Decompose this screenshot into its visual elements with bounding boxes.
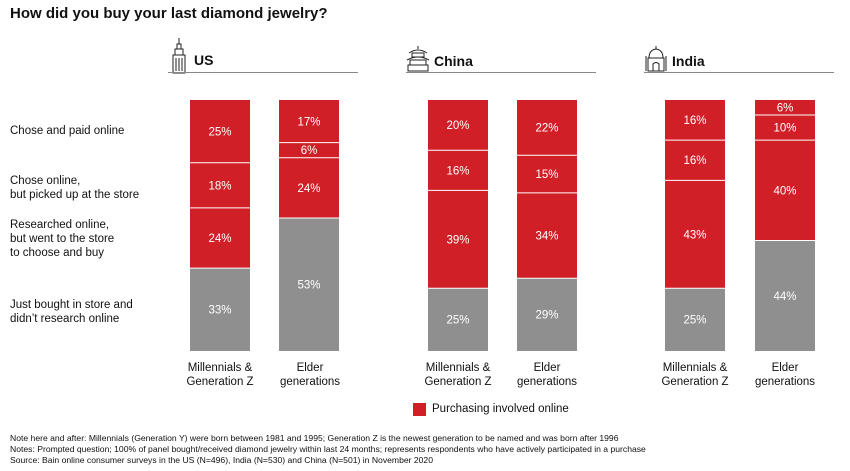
- data-label: 24%: [208, 233, 231, 245]
- data-label: 29%: [535, 310, 558, 322]
- bar-segment-china-elder-researched-online: [517, 192, 577, 279]
- bar-segment-india-millennials-researched-online: [665, 180, 725, 289]
- row-label-store-only: Just bought in store and didn’t research…: [10, 299, 133, 325]
- row-label-researched-online: Researched online, but went to the store…: [10, 219, 115, 259]
- country-name-us: US: [194, 52, 214, 68]
- bar-segment-china-millennials-store-only: [428, 288, 488, 351]
- bar-segment-us-elder-chose-online-pickup: [279, 142, 339, 158]
- data-label: 20%: [446, 120, 469, 132]
- bar-segment-india-elder-store-only: [755, 240, 815, 351]
- skyscraper-icon: [168, 38, 190, 79]
- category-label-china-millennials: Millennials & Generation Z: [424, 362, 492, 388]
- chart-title: How did you buy your last diamond jewelr…: [10, 5, 328, 22]
- data-label: 16%: [683, 115, 706, 127]
- data-label: 40%: [773, 185, 796, 197]
- data-label: 18%: [208, 180, 231, 192]
- data-label: 15%: [535, 169, 558, 181]
- data-label: 16%: [446, 165, 469, 177]
- data-label: 25%: [683, 315, 706, 327]
- temple-icon: [406, 46, 430, 77]
- bar-segment-china-millennials-chose-online-pickup: [428, 150, 488, 191]
- bar-segment-india-millennials-chose-paid-online: [665, 100, 725, 141]
- footnote-source: Source: Bain online consumer surveys in …: [10, 455, 433, 465]
- bar-segment-us-millennials-researched-online: [190, 207, 250, 269]
- data-label: 22%: [535, 123, 558, 135]
- data-label: 34%: [535, 231, 558, 243]
- bar-segment-india-millennials-store-only: [665, 288, 725, 351]
- data-label: 43%: [683, 229, 706, 241]
- data-label: 6%: [301, 145, 318, 157]
- category-label-india-millennials: Millennials & Generation Z: [661, 362, 729, 388]
- footnotes: Note here and after: Millennials (Genera…: [10, 433, 646, 466]
- data-label: 10%: [773, 123, 796, 135]
- legend-swatch-online: [413, 403, 426, 416]
- data-label: 39%: [446, 234, 469, 246]
- country-name-india: India: [672, 53, 705, 69]
- data-label: 44%: [773, 291, 796, 303]
- data-label: 24%: [297, 183, 320, 195]
- data-label: 16%: [683, 155, 706, 167]
- palace-icon: [644, 46, 668, 77]
- bar-segment-india-elder-researched-online: [755, 140, 815, 241]
- bar-segment-us-millennials-store-only: [190, 268, 250, 351]
- data-label: 53%: [297, 279, 320, 291]
- bar-segment-china-elder-chose-online-pickup: [517, 155, 577, 193]
- data-label: 25%: [208, 126, 231, 138]
- bar-segment-us-millennials-chose-paid-online: [190, 100, 250, 163]
- category-label-india-elder: Elder generations: [754, 362, 816, 388]
- bar-segment-india-elder-chose-paid-online: [755, 100, 815, 116]
- bar-segment-india-millennials-chose-online-pickup: [665, 140, 725, 181]
- country-rule-china: [406, 72, 596, 73]
- row-label-chose-paid-online: Chose and paid online: [10, 125, 125, 137]
- bar-segment-us-elder-chose-paid-online: [279, 100, 339, 143]
- bar-segment-china-millennials-chose-paid-online: [428, 100, 488, 151]
- bar-segment-us-millennials-chose-online-pickup: [190, 162, 250, 208]
- bar-segment-us-elder-researched-online: [279, 157, 339, 218]
- row-label-chose-online-pickup: Chose online, but picked up at the store: [10, 175, 140, 201]
- bar-segment-china-elder-store-only: [517, 278, 577, 351]
- country-name-china: China: [434, 53, 473, 69]
- category-label-china-elder: Elder generations: [516, 362, 578, 388]
- bar-segment-india-elder-chose-online-pickup: [755, 115, 815, 141]
- footnote-generation-definition: Note here and after: Millennials (Genera…: [10, 433, 619, 443]
- bar-segment-china-millennials-researched-online: [428, 190, 488, 289]
- data-label: 33%: [208, 305, 231, 317]
- footnote-survey-notes: Notes: Prompted question; 100% of panel …: [10, 444, 646, 454]
- country-rule-us: [168, 72, 358, 73]
- data-label: 6%: [777, 103, 794, 115]
- data-label: 17%: [297, 116, 320, 128]
- bar-segment-us-elder-store-only: [279, 217, 339, 351]
- legend-label-online: Purchasing involved online: [432, 403, 569, 415]
- category-label-us-elder: Elder generations: [279, 362, 341, 388]
- category-label-us-millennials: Millennials & Generation Z: [186, 362, 254, 388]
- data-label: 25%: [446, 315, 469, 327]
- bar-segment-china-elder-chose-paid-online: [517, 100, 577, 156]
- country-rule-india: [644, 72, 834, 73]
